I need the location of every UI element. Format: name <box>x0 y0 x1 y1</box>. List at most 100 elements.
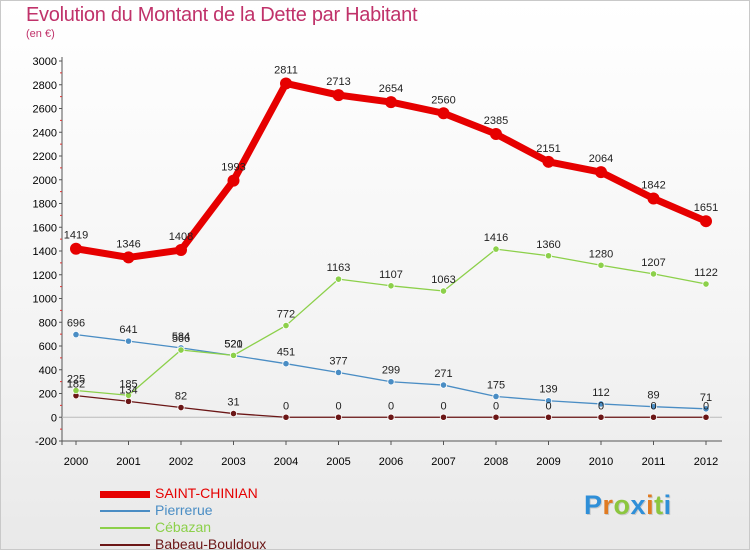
y-tick-label: 1200 <box>33 270 57 282</box>
x-tick-label: 2002 <box>169 456 193 468</box>
data-label: 89 <box>647 390 659 402</box>
y-tick-label: 800 <box>39 317 57 329</box>
data-label: 299 <box>382 365 400 377</box>
x-tick-label: 2012 <box>694 456 718 468</box>
data-label: 0 <box>283 400 289 412</box>
data-label: 1651 <box>694 202 718 214</box>
data-label: 2560 <box>431 94 455 106</box>
data-point <box>70 242 82 255</box>
data-label: 0 <box>598 400 604 412</box>
data-label: 0 <box>335 400 341 412</box>
data-point <box>72 386 80 395</box>
data-point <box>282 360 290 368</box>
data-point <box>702 413 710 421</box>
chart-title: Evolution du Montant de la Dette par Hab… <box>26 4 418 26</box>
data-point <box>649 403 658 411</box>
data-point <box>334 368 343 377</box>
legend-swatch <box>100 490 150 498</box>
data-label: 134 <box>119 384 137 396</box>
data-point <box>280 77 292 90</box>
data-point <box>387 413 395 421</box>
data-label: 772 <box>277 309 295 321</box>
data-point <box>387 282 395 290</box>
data-point <box>647 192 660 205</box>
logo-letter: r <box>602 490 614 520</box>
data-point <box>597 413 605 421</box>
data-label: 1360 <box>536 239 560 251</box>
legend-swatch <box>100 527 150 529</box>
data-point <box>124 337 133 345</box>
data-point <box>177 403 185 412</box>
data-point <box>124 397 133 405</box>
data-point <box>439 381 448 389</box>
data-label: 520 <box>224 339 242 351</box>
data-point <box>437 107 450 120</box>
y-tick-label: 2000 <box>33 175 57 187</box>
x-tick-label: 2000 <box>64 456 88 468</box>
data-point <box>122 251 135 264</box>
logo-letter: i <box>663 490 672 520</box>
data-point <box>492 392 500 401</box>
data-label: 2713 <box>326 76 350 88</box>
data-label: 641 <box>119 324 137 336</box>
data-point <box>544 252 553 260</box>
data-point <box>700 215 712 228</box>
x-tick-label: 2005 <box>326 456 350 468</box>
data-point <box>334 275 343 283</box>
data-label: 82 <box>175 391 187 403</box>
data-point <box>702 280 710 288</box>
data-point <box>544 397 553 405</box>
y-tick-label: -200 <box>35 436 57 448</box>
data-point <box>227 174 240 187</box>
data-label: 0 <box>440 400 446 412</box>
data-label: 696 <box>67 318 85 330</box>
data-label: 584 <box>172 331 190 343</box>
x-tick-label: 2010 <box>589 456 613 468</box>
y-tick-label: 2200 <box>33 151 57 163</box>
data-label: 1416 <box>484 232 508 244</box>
y-tick-label: 1600 <box>33 222 57 234</box>
data-point <box>385 96 397 109</box>
logo-letter: P <box>584 490 603 520</box>
proxiti-logo: Proxiti <box>584 490 672 521</box>
data-label: 1207 <box>641 257 665 269</box>
data-point <box>492 245 500 253</box>
data-label: 1122 <box>694 267 718 279</box>
y-tick-label: 1000 <box>33 294 57 306</box>
logo-letter: x <box>630 490 647 520</box>
data-point <box>492 413 500 421</box>
data-label: 0 <box>388 400 394 412</box>
legend-label: SAINT-CHINIAN <box>155 485 258 501</box>
data-point <box>597 261 605 269</box>
data-point <box>229 351 238 359</box>
data-point <box>649 413 658 421</box>
data-point <box>332 89 345 102</box>
data-label: 451 <box>277 347 295 359</box>
data-point <box>439 287 448 295</box>
data-point <box>282 413 290 421</box>
data-point <box>544 413 553 421</box>
data-point <box>597 400 605 408</box>
legend-label: Babeau-Bouldoux <box>155 536 267 552</box>
legend-label: Cébazan <box>155 519 212 535</box>
data-label: 1280 <box>589 248 613 260</box>
y-tick-label: 600 <box>39 341 57 353</box>
data-label: 566 <box>172 333 190 345</box>
x-tick-label: 2004 <box>274 456 298 468</box>
x-tick-label: 2009 <box>536 456 560 468</box>
y-tick-label: 400 <box>39 365 57 377</box>
data-label: 112 <box>592 387 610 399</box>
y-tick-label: 3000 <box>33 56 57 68</box>
data-label: 185 <box>119 378 137 390</box>
data-label: 2064 <box>589 153 613 165</box>
data-label: 0 <box>650 400 656 412</box>
data-label: 521 <box>224 338 242 350</box>
y-tick-label: 2600 <box>33 104 57 116</box>
data-point <box>595 166 607 179</box>
data-label: 0 <box>545 400 551 412</box>
series-saint-chinian <box>70 77 712 264</box>
data-label: 377 <box>329 355 347 367</box>
data-label: 71 <box>700 392 712 404</box>
